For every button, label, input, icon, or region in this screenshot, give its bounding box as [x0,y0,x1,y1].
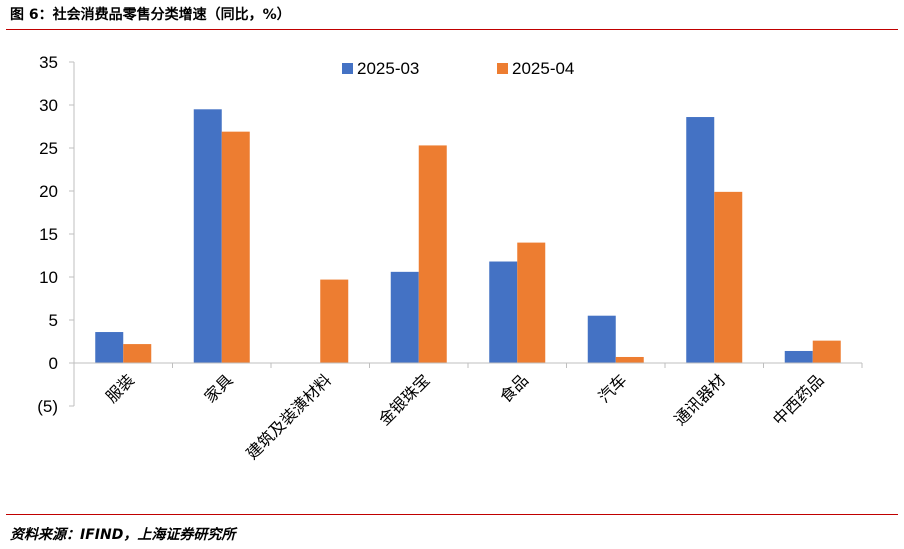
bar-2-3 [320,279,349,363]
bar-2-4 [418,145,447,363]
x-category-label: 汽车 [595,370,631,406]
bar-2-1 [123,344,152,363]
x-category-label: 金银珠宝 [375,370,434,429]
x-category-label: 中西药品 [769,370,828,429]
bar-1-5 [489,261,518,363]
bar-1-8 [784,350,813,363]
bar-1-2 [193,109,222,363]
x-category-label: 服装 [102,370,138,406]
bar-2-2 [221,131,250,363]
source-divider [6,514,898,515]
x-category-label: 家具 [201,370,237,406]
y-tick-label: 25 [39,139,58,158]
bar-1-4 [390,271,419,363]
x-category-label: 食品 [496,370,532,406]
legend-swatch-2 [497,63,508,74]
y-tick-label: 30 [39,96,58,115]
y-tick-label: 5 [49,311,58,330]
bar-1-6 [587,315,616,363]
bar-2-7 [714,191,743,363]
y-tick-label: 0 [49,354,58,373]
x-category-label: 通讯器材 [670,370,729,429]
y-tick-label: (5) [37,397,58,416]
bar-2-5 [517,242,546,363]
bar-1-1 [95,332,124,363]
bar-2-6 [615,356,644,363]
y-tick-label: 20 [39,182,58,201]
bar-2-8 [812,340,841,363]
title-divider [6,29,898,30]
legend-label-1: 2025-03 [357,59,419,78]
y-tick-label: 10 [39,268,58,287]
y-tick-label: 35 [39,53,58,72]
bar-1-7 [686,117,715,363]
figure-title: 图 6：社会消费品零售分类增速（同比，%） [10,7,291,23]
x-category-label: 建筑及装潢材料 [242,370,335,463]
source-note: 资料来源：IFIND，上海证券研究所 [10,527,236,543]
legend-label-2: 2025-04 [512,59,574,78]
legend-swatch-1 [342,63,353,74]
y-tick-label: 15 [39,225,58,244]
